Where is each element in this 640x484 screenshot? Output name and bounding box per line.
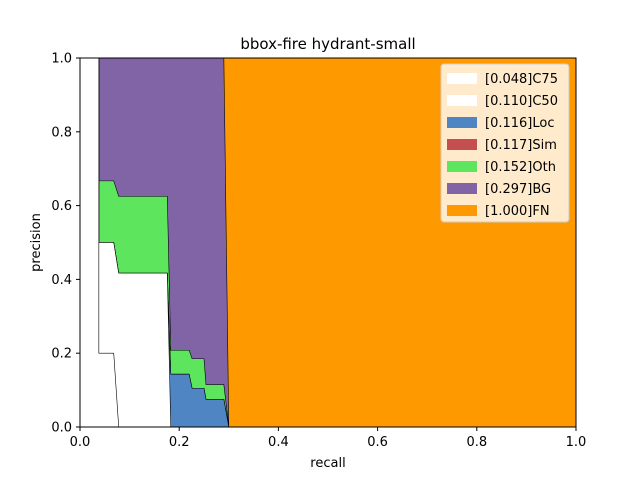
y-tick-label: 1.0	[51, 52, 72, 67]
y-tick-label: 0.2	[51, 347, 72, 362]
legend-swatch-c75	[447, 73, 477, 84]
x-axis-label: recall	[310, 456, 345, 471]
legend-swatch-oth	[447, 161, 477, 172]
x-tick-label: 0.8	[466, 435, 487, 450]
legend-label-c75: [0.048]C75	[485, 72, 558, 87]
legend-swatch-bg	[447, 183, 477, 194]
y-tick-label: 0.8	[51, 125, 72, 140]
y-axis-label: precision	[29, 213, 44, 272]
plot-frame	[79, 57, 577, 428]
legend-swatch-sim	[447, 139, 477, 150]
y-tick-label: 0.0	[51, 421, 72, 436]
legend-swatch-fn	[447, 205, 477, 216]
x-tick-label: 0.4	[268, 435, 289, 450]
legend: [0.048]C75 [0.110]C50 [0.116]Loc [0.117]Sim…	[440, 63, 570, 223]
legend-label-fn: [1.000]FN	[485, 204, 550, 219]
legend-label-oth: [0.152]Oth	[485, 160, 556, 175]
y-tick-label: 0.6	[51, 199, 72, 214]
x-tick-label: 0.6	[367, 435, 388, 450]
x-tick-label: 1.0	[566, 435, 587, 450]
legend-label-sim: [0.117]Sim	[485, 138, 557, 153]
legend-label-loc: [0.116]Loc	[485, 116, 554, 131]
x-tick-label: 0.2	[169, 435, 190, 450]
x-tick-label: 0.0	[70, 435, 91, 450]
legend-label-bg: [0.297]BG	[485, 182, 551, 197]
legend-swatch-loc	[447, 117, 477, 128]
y-axis-ticks: 0.0 0.2 0.4 0.6 0.8 1.0	[51, 52, 80, 436]
legend-swatch-c50	[447, 95, 477, 106]
x-axis-ticks: 0.0 0.2 0.4 0.6 0.8 1.0	[70, 427, 587, 450]
y-tick-label: 0.4	[51, 273, 72, 288]
chart-title: bbox-fire hydrant-small	[240, 35, 415, 53]
legend-label-c50: [0.110]C50	[485, 94, 558, 109]
